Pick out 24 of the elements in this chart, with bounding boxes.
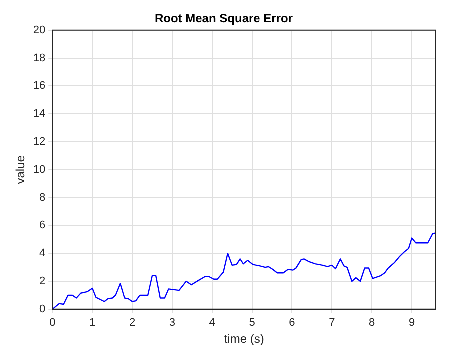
x-tick-label: 9: [408, 317, 416, 330]
y-tick-label: 6: [40, 220, 46, 232]
y-tick-label: 18: [33, 52, 46, 64]
y-tick-label: 14: [33, 108, 46, 120]
y-tick-label: 8: [40, 192, 46, 204]
chart-title: Root Mean Square Error: [154, 12, 294, 26]
y-tick-label: 16: [33, 80, 46, 92]
x-tick-label: 8: [369, 317, 376, 330]
x-tick-label: 3: [169, 317, 176, 330]
y-tick-label: 20: [33, 24, 46, 36]
x-tick-label: 1: [90, 317, 96, 330]
y-tick-label: 10: [33, 164, 46, 176]
x-axis-title: time (s): [224, 332, 264, 346]
y-tick-label: 12: [33, 136, 46, 148]
y-tick-label: 0: [40, 303, 46, 316]
x-tick-label: 0: [50, 317, 56, 330]
x-tick-label: 7: [329, 317, 336, 330]
y-tick-label: 2: [40, 276, 46, 288]
y-axis-title: value: [14, 155, 28, 184]
x-tick-label: 5: [249, 317, 256, 330]
y-tick-label: 4: [40, 248, 46, 260]
x-tick-label: 4: [209, 317, 216, 330]
x-tick-label: 6: [289, 317, 296, 330]
x-tick-label: 2: [129, 317, 136, 330]
